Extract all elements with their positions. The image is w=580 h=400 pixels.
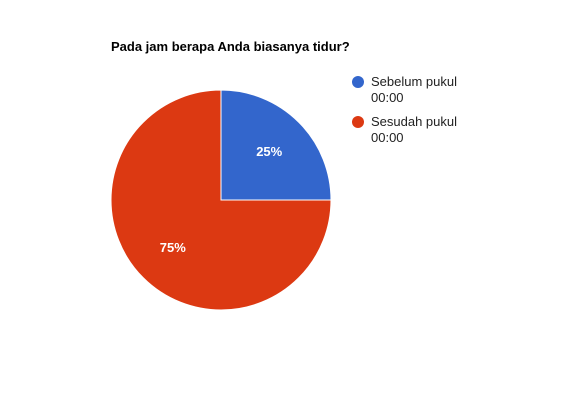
pie-slice-sesudah[interactable] (110, 89, 332, 311)
legend-swatch-sesudah (352, 116, 364, 128)
legend: Sebelum pukul 00:00 Sesudah pukul 00:00 (352, 74, 482, 154)
legend-swatch-sebelum (352, 76, 364, 88)
legend-label-sesudah: Sesudah pukul 00:00 (371, 114, 458, 145)
slice-label-sesudah: 75% (160, 240, 186, 255)
legend-item-sebelum[interactable]: Sebelum pukul 00:00 (352, 74, 482, 106)
slice-label-sebelum: 25% (256, 144, 282, 159)
pie-slice-sebelum[interactable] (220, 89, 332, 201)
chart-title: Pada jam berapa Anda biasanya tidur? (111, 39, 350, 54)
legend-item-sesudah[interactable]: Sesudah pukul 00:00 (352, 114, 482, 146)
legend-label-sebelum: Sebelum pukul 00:00 (371, 74, 457, 105)
